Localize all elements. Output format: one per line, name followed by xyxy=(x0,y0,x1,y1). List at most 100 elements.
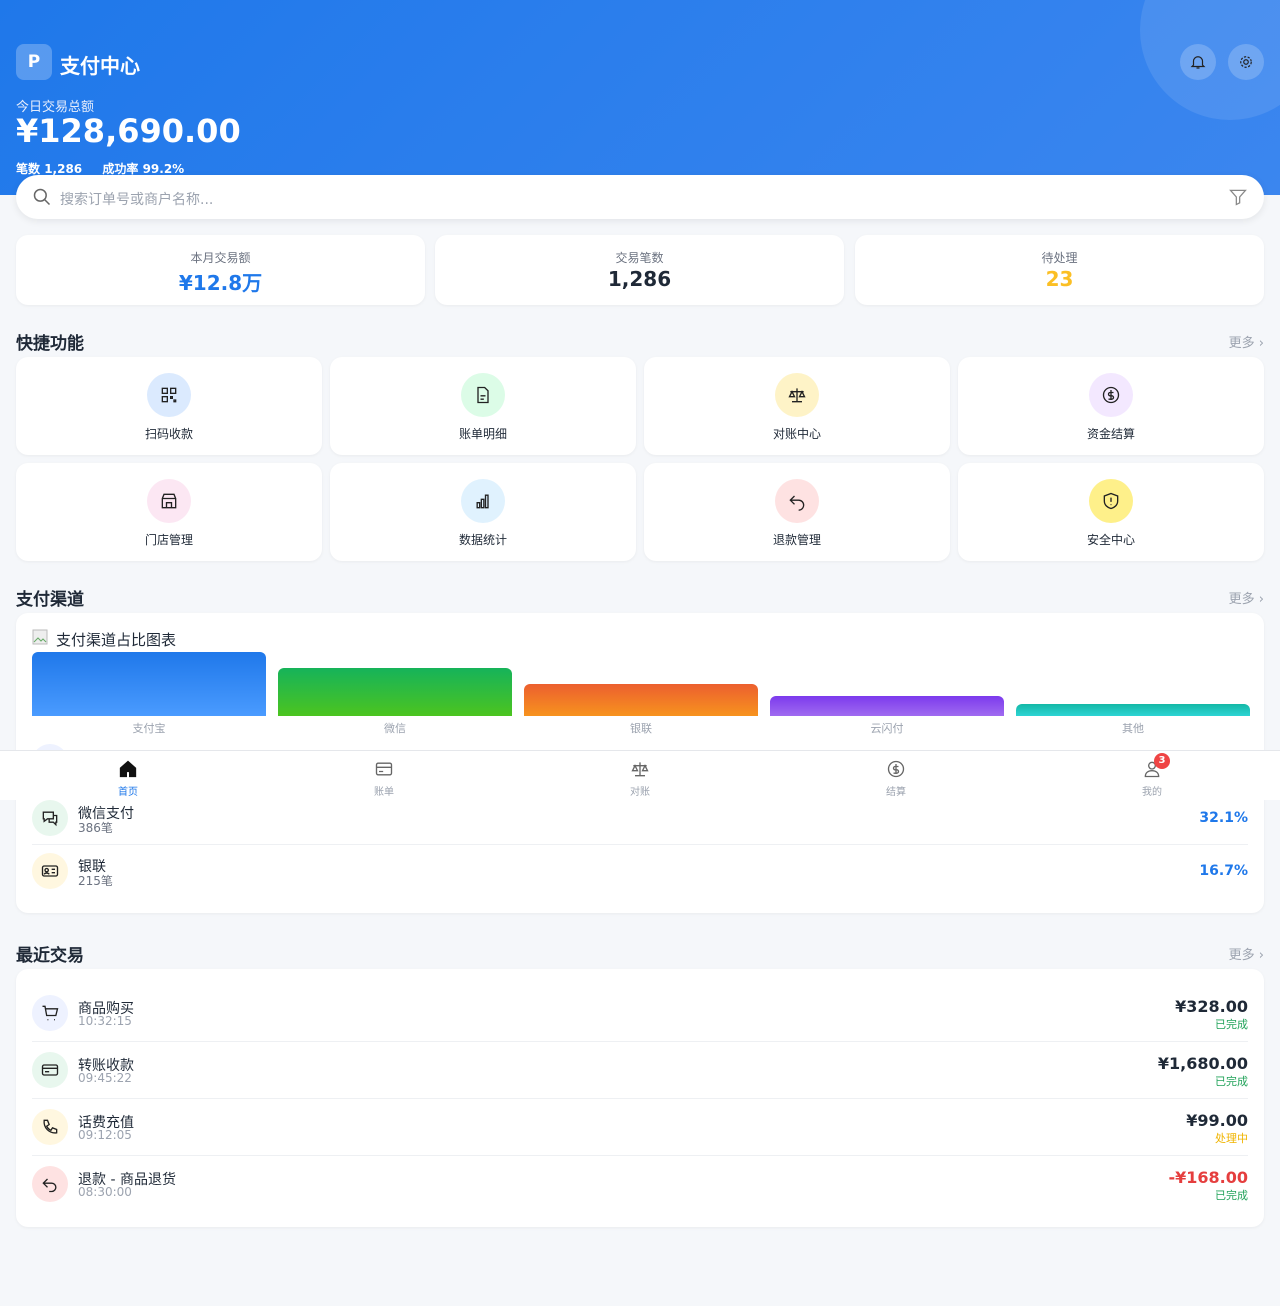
quick-label: 账单明细 xyxy=(458,427,508,441)
quick-icon xyxy=(1089,373,1133,417)
section-title: 快捷功能 xyxy=(16,334,84,354)
bar-label: 支付宝 xyxy=(132,722,166,735)
quick-action[interactable]: 资金结算 xyxy=(958,357,1264,455)
channel-icon xyxy=(32,800,68,836)
quick-icon xyxy=(461,373,505,417)
transaction-status: 已完成 xyxy=(1215,1075,1248,1088)
quick-action[interactable]: 扫码收款 xyxy=(16,357,322,455)
quick-action[interactable]: 安全中心 xyxy=(958,463,1264,561)
transaction-icon xyxy=(32,1166,68,1202)
channel-pct: 16.7% xyxy=(1199,863,1248,879)
transaction-name: 退款 - 商品退货 xyxy=(78,1172,176,1188)
channel-name: 银联 xyxy=(78,859,106,875)
transaction-icon xyxy=(32,995,68,1031)
stat-label: 本月交易额 xyxy=(190,251,251,265)
stat-label: 交易笔数 xyxy=(615,251,664,265)
quick-icon xyxy=(775,373,819,417)
bar xyxy=(32,652,266,716)
bar-label: 银联 xyxy=(630,722,652,735)
transaction-amount: ¥328.00 xyxy=(1175,997,1248,1016)
amount: ¥128,690.00 xyxy=(16,112,241,150)
channel-pct: 32.1% xyxy=(1199,810,1248,826)
quick-action[interactable]: 对账中心 xyxy=(644,357,950,455)
transaction-time: 10:32:15 xyxy=(78,1014,132,1028)
bell-button[interactable] xyxy=(1180,44,1216,80)
more-link[interactable]: 更多 › xyxy=(1228,948,1264,963)
transaction-amount: ¥99.00 xyxy=(1186,1111,1248,1130)
nav-label[interactable]: 账单 xyxy=(374,787,394,798)
search-bar[interactable]: 搜索订单号或商户名称... xyxy=(16,175,1264,219)
transaction-status: 处理中 xyxy=(1215,1132,1248,1145)
nav-label[interactable]: 结算 xyxy=(886,787,906,798)
transaction-icon xyxy=(32,1052,68,1088)
logo: P xyxy=(16,44,52,80)
more-link[interactable]: 更多 › xyxy=(1228,592,1264,607)
more-link[interactable]: 更多 › xyxy=(1228,336,1264,351)
filter-icon[interactable] xyxy=(1228,187,1248,207)
quick-icon xyxy=(1089,479,1133,523)
stat-card: 待处理 23 xyxy=(855,235,1264,305)
bar-label: 云闪付 xyxy=(870,722,904,735)
stat-value: 1,286 xyxy=(607,267,672,291)
nav-label[interactable]: 首页 xyxy=(118,787,138,798)
bar xyxy=(770,696,1004,716)
transaction-status: 已完成 xyxy=(1215,1018,1248,1031)
count-label: 笔数 xyxy=(16,162,41,176)
nav-label[interactable]: 我的 xyxy=(1142,787,1162,798)
stat-label: 待处理 xyxy=(1041,251,1078,265)
stat-value: 23 xyxy=(1045,267,1074,291)
stat-card: 交易笔数 1,286 xyxy=(435,235,844,305)
channel-icon xyxy=(32,853,68,889)
broken-image-icon xyxy=(32,629,48,645)
transaction-time: 08:30:00 xyxy=(78,1185,132,1199)
transaction-amount: ¥1,680.00 xyxy=(1157,1054,1248,1073)
app-title: 支付中心 xyxy=(60,54,140,78)
transaction-icon xyxy=(32,1109,68,1145)
separator xyxy=(32,844,1248,845)
quick-icon xyxy=(147,479,191,523)
bar-label: 其他 xyxy=(1122,722,1144,735)
section-title: 最近交易 xyxy=(16,946,84,966)
channel-count: 386笔 xyxy=(78,821,113,835)
search-icon xyxy=(33,188,51,206)
stat-card: 本月交易额 ¥12.8万 xyxy=(16,235,425,305)
quick-icon xyxy=(147,373,191,417)
quick-label: 退款管理 xyxy=(772,533,822,547)
transaction-time: 09:12:05 xyxy=(78,1128,132,1142)
quick-label: 资金结算 xyxy=(1086,427,1136,441)
nav-icon[interactable] xyxy=(116,757,140,781)
quick-label: 安全中心 xyxy=(1086,533,1136,547)
quick-label: 门店管理 xyxy=(144,533,194,547)
bar xyxy=(1016,704,1250,716)
transaction-status: 已完成 xyxy=(1215,1189,1248,1202)
channel-name: 微信支付 xyxy=(78,806,134,822)
separator xyxy=(32,1041,1248,1042)
search-placeholder: 搜索订单号或商户名称... xyxy=(60,192,214,208)
quick-label: 扫码收款 xyxy=(144,427,194,441)
quick-action[interactable]: 账单明细 xyxy=(330,357,636,455)
amount-label: 今日交易总额 xyxy=(16,100,95,115)
transaction-amount: -¥168.00 xyxy=(1168,1168,1248,1187)
settings-button[interactable] xyxy=(1228,44,1264,80)
chart-alt: 支付渠道占比图表 xyxy=(56,631,177,649)
transaction-name: 转账收款 xyxy=(78,1058,134,1074)
rate: 99.2% xyxy=(142,162,185,176)
count: 1,286 xyxy=(44,162,83,176)
separator xyxy=(32,1155,1248,1156)
quick-action[interactable]: 门店管理 xyxy=(16,463,322,561)
quick-action[interactable]: 退款管理 xyxy=(644,463,950,561)
nav-badge: 3 xyxy=(1154,753,1170,769)
nav-icon[interactable] xyxy=(628,757,652,781)
transaction-time: 09:45:22 xyxy=(78,1071,132,1085)
quick-action[interactable]: 数据统计 xyxy=(330,463,636,561)
rate-label: 成功率 xyxy=(102,162,139,176)
nav-icon[interactable] xyxy=(884,757,908,781)
bar-label: 微信 xyxy=(384,722,406,735)
transaction-name: 话费充值 xyxy=(78,1115,134,1131)
quick-label: 数据统计 xyxy=(458,533,508,547)
nav-label[interactable]: 对账 xyxy=(630,787,650,798)
nav-icon[interactable] xyxy=(372,757,396,781)
bar xyxy=(278,668,512,716)
section-title: 支付渠道 xyxy=(16,590,84,610)
